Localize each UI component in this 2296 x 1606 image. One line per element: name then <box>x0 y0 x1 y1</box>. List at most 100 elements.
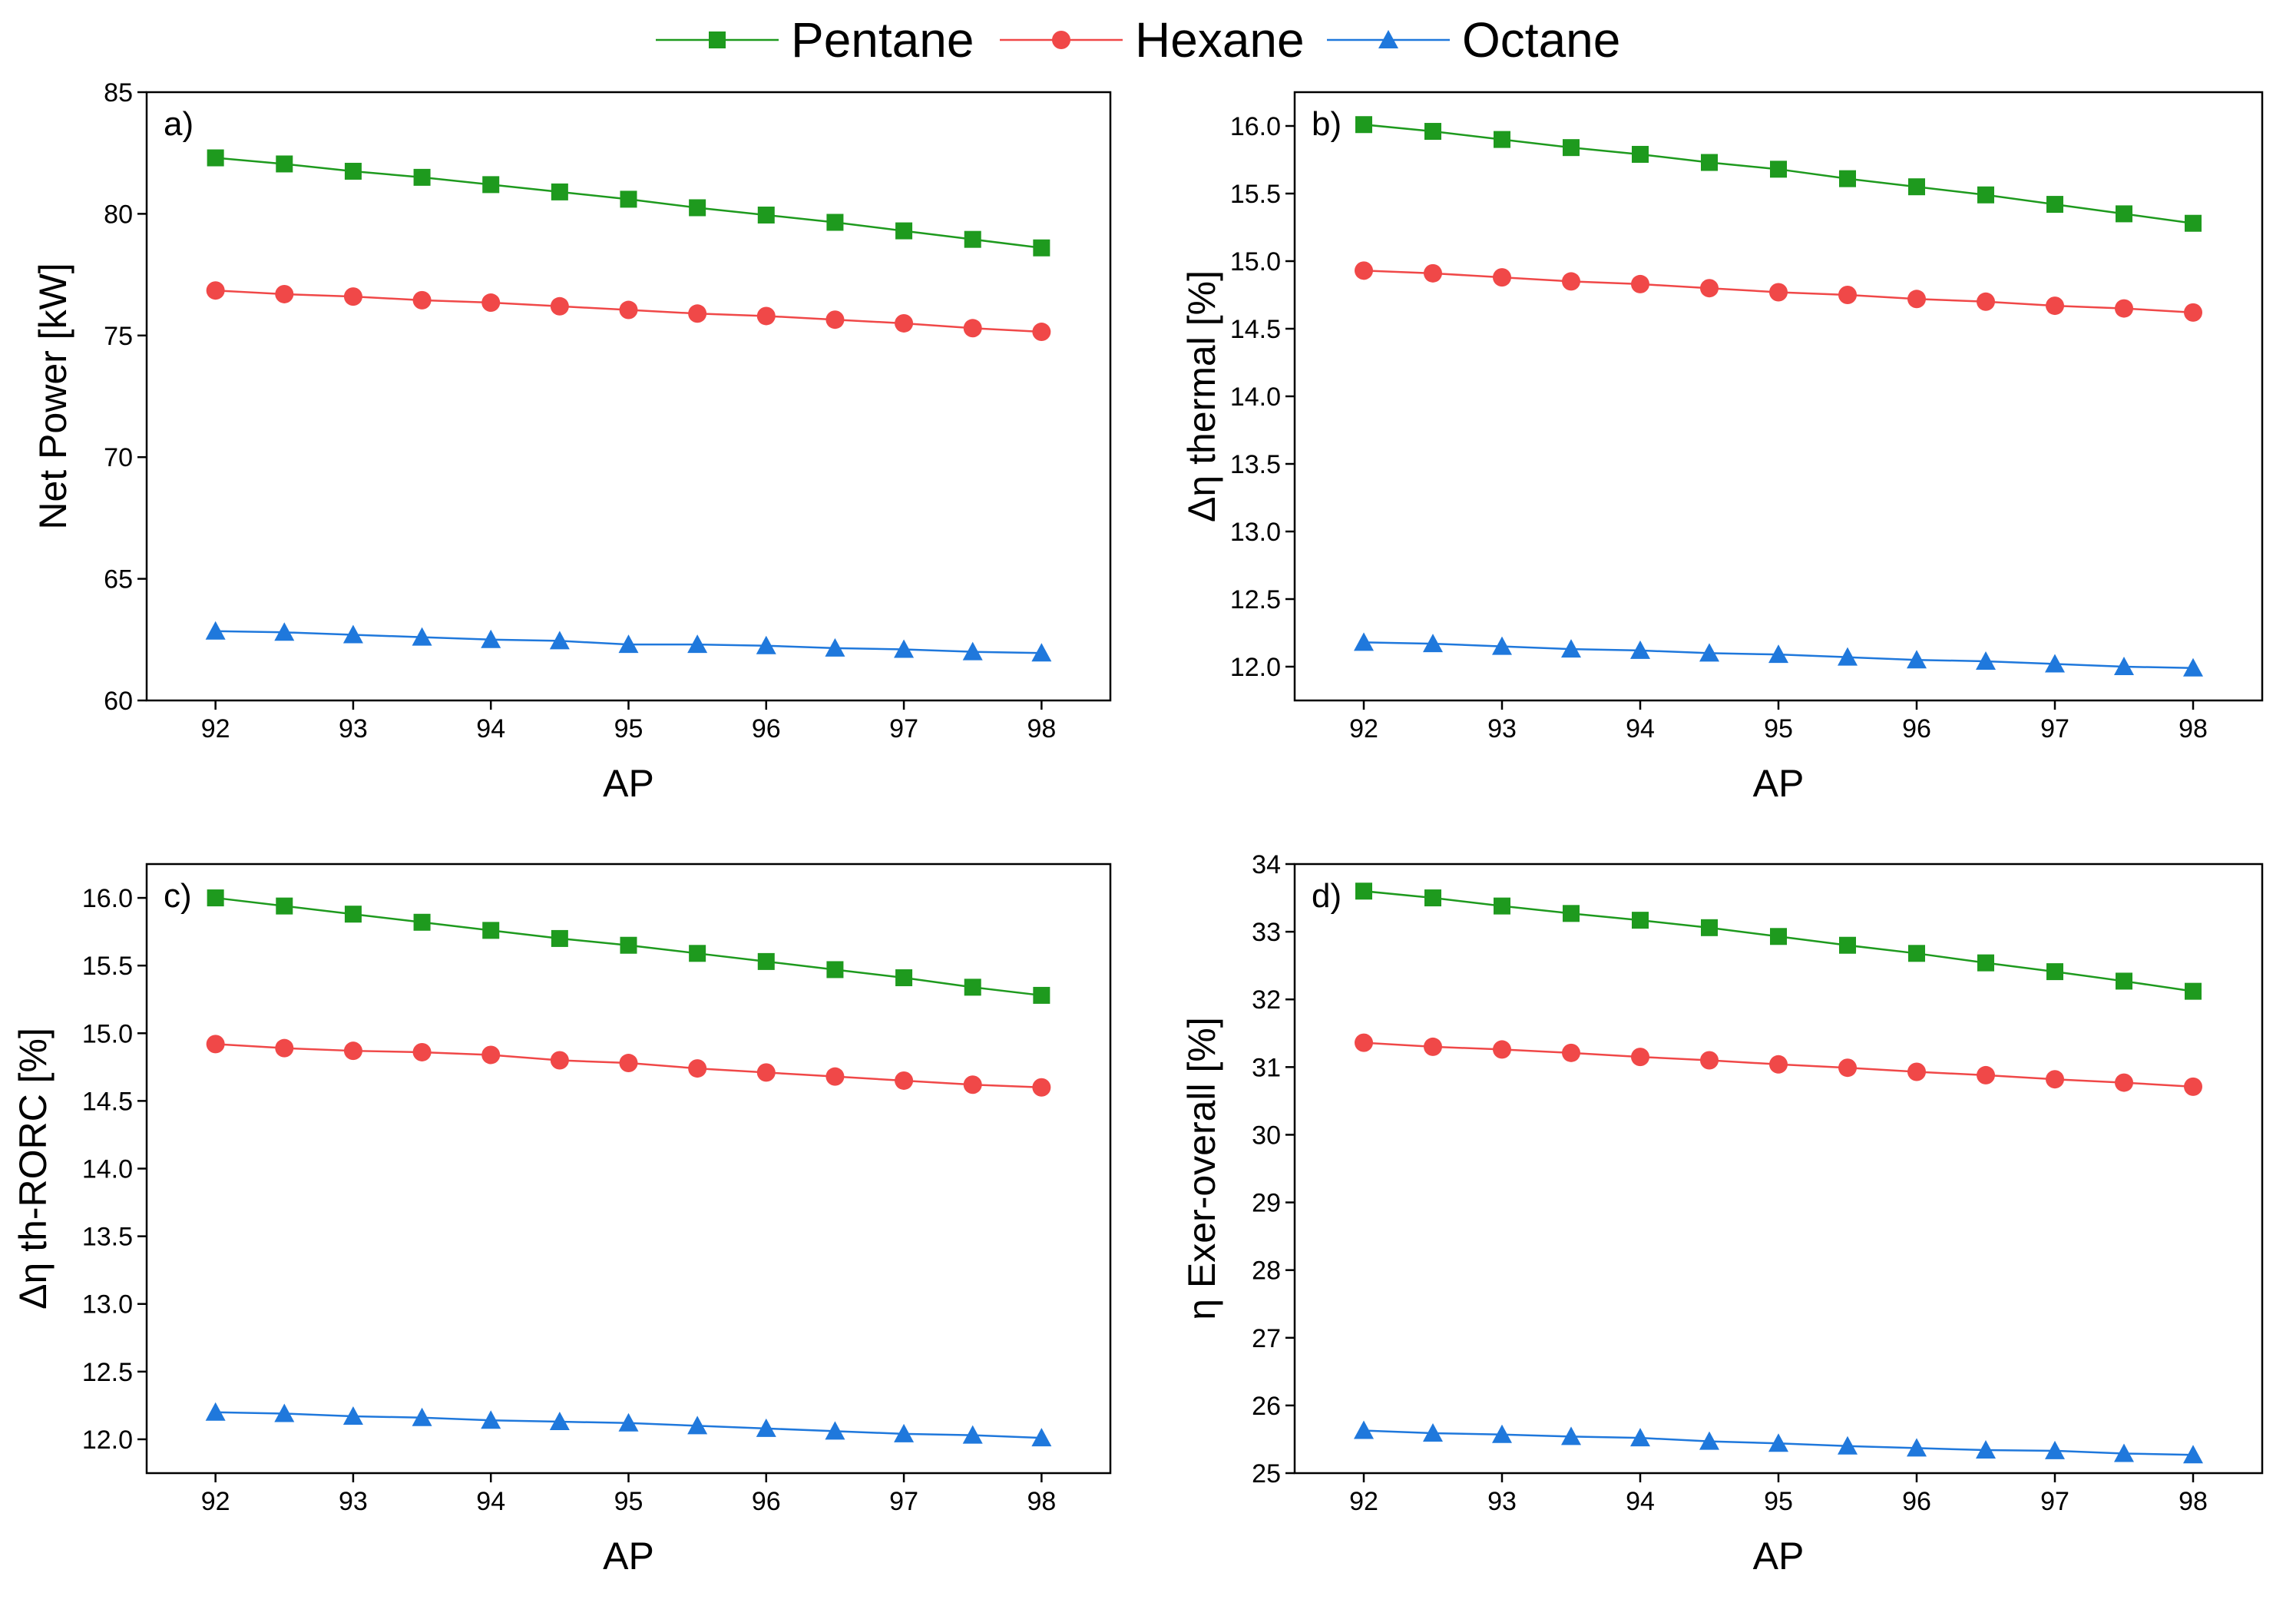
marker <box>551 183 568 200</box>
marker <box>1976 1440 1996 1459</box>
legend-label: Hexane <box>1135 12 1305 68</box>
marker <box>1700 279 1719 298</box>
marker <box>1907 290 1926 309</box>
y-tick-label: 31 <box>1252 1053 1281 1082</box>
marker <box>825 1421 845 1440</box>
marker <box>964 230 981 248</box>
marker <box>343 287 362 306</box>
marker <box>2184 303 2202 322</box>
x-tick-label: 93 <box>1487 714 1517 743</box>
marker <box>894 639 915 658</box>
marker <box>687 1416 708 1435</box>
marker <box>1493 268 1511 287</box>
marker <box>2185 214 2202 232</box>
x-tick-label: 92 <box>1349 1487 1378 1516</box>
y-tick-label: 30 <box>1252 1121 1281 1150</box>
marker <box>205 1402 226 1421</box>
marker <box>1355 882 1372 900</box>
panel-label: d) <box>1312 877 1342 915</box>
marker <box>1561 1426 1581 1445</box>
marker <box>1632 145 1649 163</box>
marker <box>482 922 500 939</box>
x-tick-label: 98 <box>2179 1487 2208 1516</box>
x-axis-label: AP <box>1753 1535 1805 1578</box>
marker <box>1700 1051 1719 1070</box>
marker <box>826 961 844 979</box>
x-tick-label: 95 <box>1764 714 1793 743</box>
marker <box>2114 1443 2134 1462</box>
y-tick-label: 13.5 <box>82 1223 133 1252</box>
marker <box>1492 636 1512 655</box>
marker <box>2116 205 2132 223</box>
marker <box>1562 1043 1580 1062</box>
marker <box>1908 945 1925 962</box>
marker <box>276 155 293 173</box>
marker <box>549 1412 570 1431</box>
marker <box>1908 178 1925 196</box>
x-tick-label: 96 <box>752 1487 781 1516</box>
marker <box>2046 1070 2064 1089</box>
x-tick-label: 92 <box>201 714 230 743</box>
marker <box>756 635 776 654</box>
marker <box>206 281 225 300</box>
marker <box>689 199 706 217</box>
marker <box>756 306 776 326</box>
x-axis-label: AP <box>1753 762 1805 805</box>
x-tick-label: 92 <box>201 1487 230 1516</box>
marker <box>1563 139 1580 157</box>
y-tick-label: 12.5 <box>1230 585 1281 614</box>
marker <box>342 1406 363 1425</box>
x-tick-label: 97 <box>2040 714 2069 743</box>
marker <box>963 1075 982 1094</box>
plot-frame <box>145 863 1112 1475</box>
x-tick-label: 98 <box>2179 714 2208 743</box>
marker <box>1424 263 1442 283</box>
y-tick-label: 16.0 <box>82 884 133 913</box>
marker <box>1563 905 1580 922</box>
x-tick-label: 94 <box>1626 714 1655 743</box>
marker <box>964 979 981 996</box>
marker <box>1494 897 1510 915</box>
marker <box>2183 1445 2203 1464</box>
plot-frame <box>145 91 1112 702</box>
marker <box>1355 116 1372 134</box>
y-tick-label: 12.0 <box>82 1426 133 1455</box>
y-tick-label: 85 <box>104 78 133 108</box>
y-tick-label: 12.0 <box>1230 653 1281 682</box>
marker <box>619 1054 638 1073</box>
x-tick-label: 95 <box>614 1487 643 1516</box>
marker <box>1562 272 1580 291</box>
x-tick-label: 95 <box>1764 1487 1793 1516</box>
marker <box>688 304 707 323</box>
marker <box>1838 286 1857 304</box>
marker <box>1424 889 1441 907</box>
marker <box>689 945 706 962</box>
marker <box>413 168 431 186</box>
marker <box>1033 986 1050 1004</box>
marker <box>2115 1073 2133 1092</box>
marker <box>1907 1062 1926 1081</box>
marker <box>826 214 844 231</box>
marker <box>756 1063 776 1082</box>
marker <box>1839 936 1856 954</box>
y-tick-label: 13.0 <box>82 1290 133 1320</box>
marker <box>481 629 501 648</box>
y-tick-label: 16.0 <box>1230 112 1281 141</box>
marker <box>963 319 982 338</box>
y-tick-label: 29 <box>1252 1189 1281 1218</box>
marker <box>482 176 500 194</box>
marker <box>206 1035 225 1054</box>
x-tick-label: 95 <box>614 714 643 743</box>
y-tick-label: 15.0 <box>1230 247 1281 276</box>
marker <box>2046 196 2063 214</box>
marker <box>1977 954 1994 972</box>
marker <box>550 296 569 316</box>
x-axis-label: AP <box>603 1535 654 1578</box>
marker <box>1977 1065 1995 1084</box>
x-tick-label: 94 <box>1626 1487 1655 1516</box>
marker <box>894 1423 915 1442</box>
marker <box>2114 657 2134 675</box>
marker <box>1768 644 1788 664</box>
marker <box>207 149 224 167</box>
